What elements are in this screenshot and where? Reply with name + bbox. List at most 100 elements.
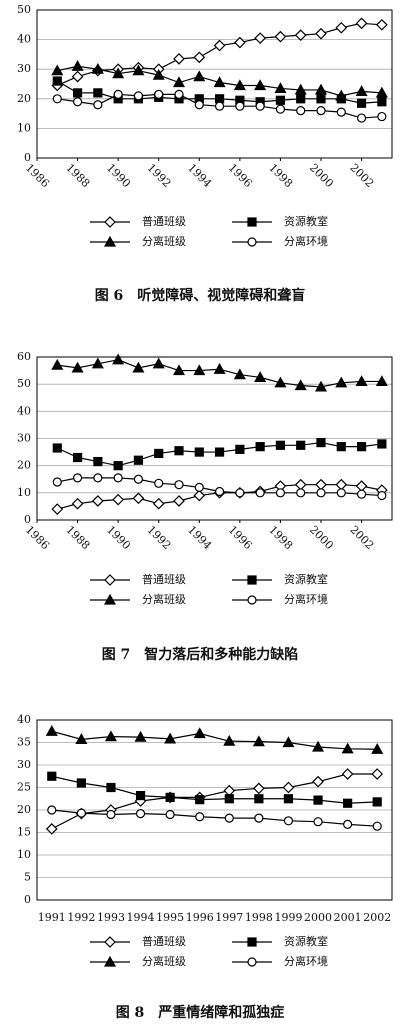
marker [233,79,246,91]
marker [275,95,286,105]
marker [194,447,204,457]
marker [164,732,177,744]
marker [174,446,184,456]
marker [315,478,327,491]
y-tick-label: 50 [17,3,31,16]
x-tick-label: 1986 [23,523,52,552]
y-tick-label: 20 [17,459,31,472]
chart-title: 图 8 严重情绪障和孤独症 [116,1004,285,1021]
marker [106,809,116,820]
x-tick-label: 1988 [63,161,92,190]
marker [47,805,57,815]
y-tick-label: 0 [24,151,31,164]
legend-label: 资源教室 [284,572,328,586]
marker [135,790,146,801]
marker [235,488,245,498]
marker [224,813,234,823]
x-tick-label: 1992 [145,161,174,190]
y-tick-label: 0 [24,513,31,526]
marker [51,64,64,76]
legend-label: 资源教室 [284,214,328,228]
marker [335,89,348,101]
marker [233,368,246,380]
marker [312,740,325,752]
marker [104,936,116,948]
marker [315,27,327,40]
y-tick-label: 40 [17,404,31,417]
marker [173,52,185,65]
x-tick-label: 1993 [97,911,125,924]
y-tick-label: 5 [24,871,31,884]
marker [75,733,88,744]
marker [214,101,225,111]
marker [313,817,323,827]
marker [112,353,125,365]
marker [165,792,175,803]
marker [104,730,117,742]
marker [92,495,104,507]
marker [152,68,165,80]
marker [133,455,144,465]
marker [93,100,103,110]
marker [224,794,234,804]
marker [193,489,206,502]
legend-label: 分离班级 [142,954,186,968]
marker [174,89,184,99]
marker [356,442,367,452]
marker [52,477,62,487]
x-tick-label: 1986 [23,161,52,190]
marker [254,813,264,823]
marker [112,493,124,506]
marker [234,36,246,49]
marker [282,736,295,748]
marker [355,17,368,30]
marker [335,21,348,34]
marker [314,380,328,392]
marker [134,730,147,742]
marker [133,91,144,101]
marker [51,358,64,370]
marker [133,474,144,484]
marker [72,88,83,98]
marker [132,361,145,373]
marker [132,64,145,76]
marker [52,94,62,104]
marker [313,795,323,805]
marker [194,482,204,492]
y-tick-label: 30 [17,62,31,75]
chart-title: 图 7 智力落后和多种能力缺陷 [102,646,299,663]
y-tick-label: 40 [17,713,31,726]
y-tick-label: 15 [17,826,31,839]
marker [377,439,387,449]
marker [371,768,384,780]
marker [76,808,86,818]
marker [355,480,368,492]
x-tick-label: 1996 [186,911,214,924]
marker [375,86,388,98]
y-tick-label: 25 [17,781,31,794]
marker [173,495,185,507]
marker [336,442,346,452]
marker [103,955,117,967]
y-tick-label: 35 [17,736,31,749]
marker [247,595,257,605]
marker [235,101,245,111]
x-tick-label: 2002 [347,523,376,552]
marker [52,443,62,453]
x-tick-label: 2002 [347,161,376,190]
marker [247,957,257,967]
marker [45,725,58,736]
marker [355,85,368,97]
marker [274,82,287,94]
x-tick-label: 1994 [127,911,155,924]
x-tick-label: 1988 [63,523,92,552]
marker [174,480,184,490]
marker [72,452,83,463]
marker [104,216,116,228]
marker [312,775,324,788]
marker [104,574,116,586]
marker [76,778,86,788]
marker [113,461,123,471]
legend-label: 资源教室 [284,934,328,948]
